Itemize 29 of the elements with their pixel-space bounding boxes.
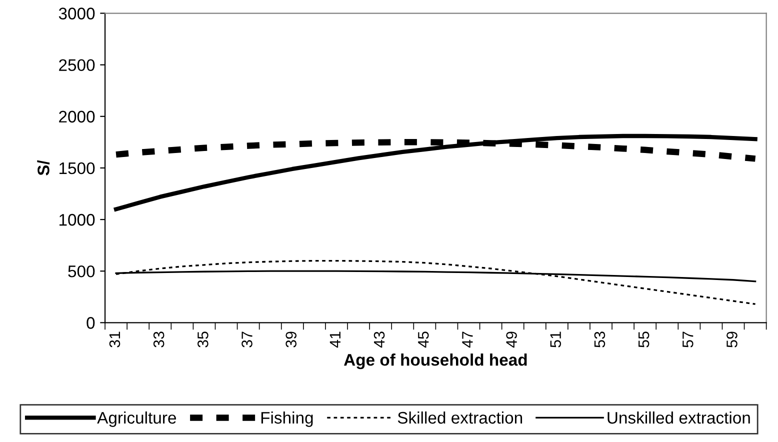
x-tick-label: 57 — [682, 332, 694, 348]
x-tick-label: 33 — [153, 332, 164, 348]
x-tick-label: 39 — [286, 332, 296, 348]
legend-label: Fishing — [261, 411, 313, 427]
y-tick-label: 1000 — [60, 214, 95, 226]
legend-label: Unskilled extraction — [608, 411, 750, 424]
x-tick-label: 59 — [726, 332, 738, 348]
legend-label: Skilled extraction — [398, 411, 522, 424]
y-tick-label: 500 — [68, 265, 95, 278]
y-tick-label: 0 — [86, 317, 95, 329]
x-axis-title: Age of household head — [344, 354, 527, 370]
y-tick-label: 2000 — [59, 110, 95, 123]
x-tick-label: 47 — [462, 332, 473, 348]
x-tick-label: 53 — [594, 332, 606, 348]
x-tick-label: 43 — [374, 332, 385, 348]
x-tick-label: 31 — [109, 332, 120, 348]
x-tick-label: 51 — [550, 332, 562, 348]
y-axis-title: S/ — [37, 160, 50, 176]
y-tick-label: 3000 — [58, 8, 95, 20]
x-tick-label: 49 — [506, 332, 517, 348]
x-tick-label: 41 — [330, 332, 340, 348]
x-tick-label: 55 — [638, 332, 650, 348]
y-tick-label: 1500 — [60, 162, 95, 174]
line-series — [114, 134, 758, 212]
legend-label: Agriculture — [97, 411, 176, 427]
x-tick-label: 45 — [418, 332, 429, 348]
x-tick-label: 35 — [198, 332, 208, 348]
y-tick-label: 2500 — [59, 59, 95, 72]
x-tick-label: 37 — [242, 332, 252, 348]
